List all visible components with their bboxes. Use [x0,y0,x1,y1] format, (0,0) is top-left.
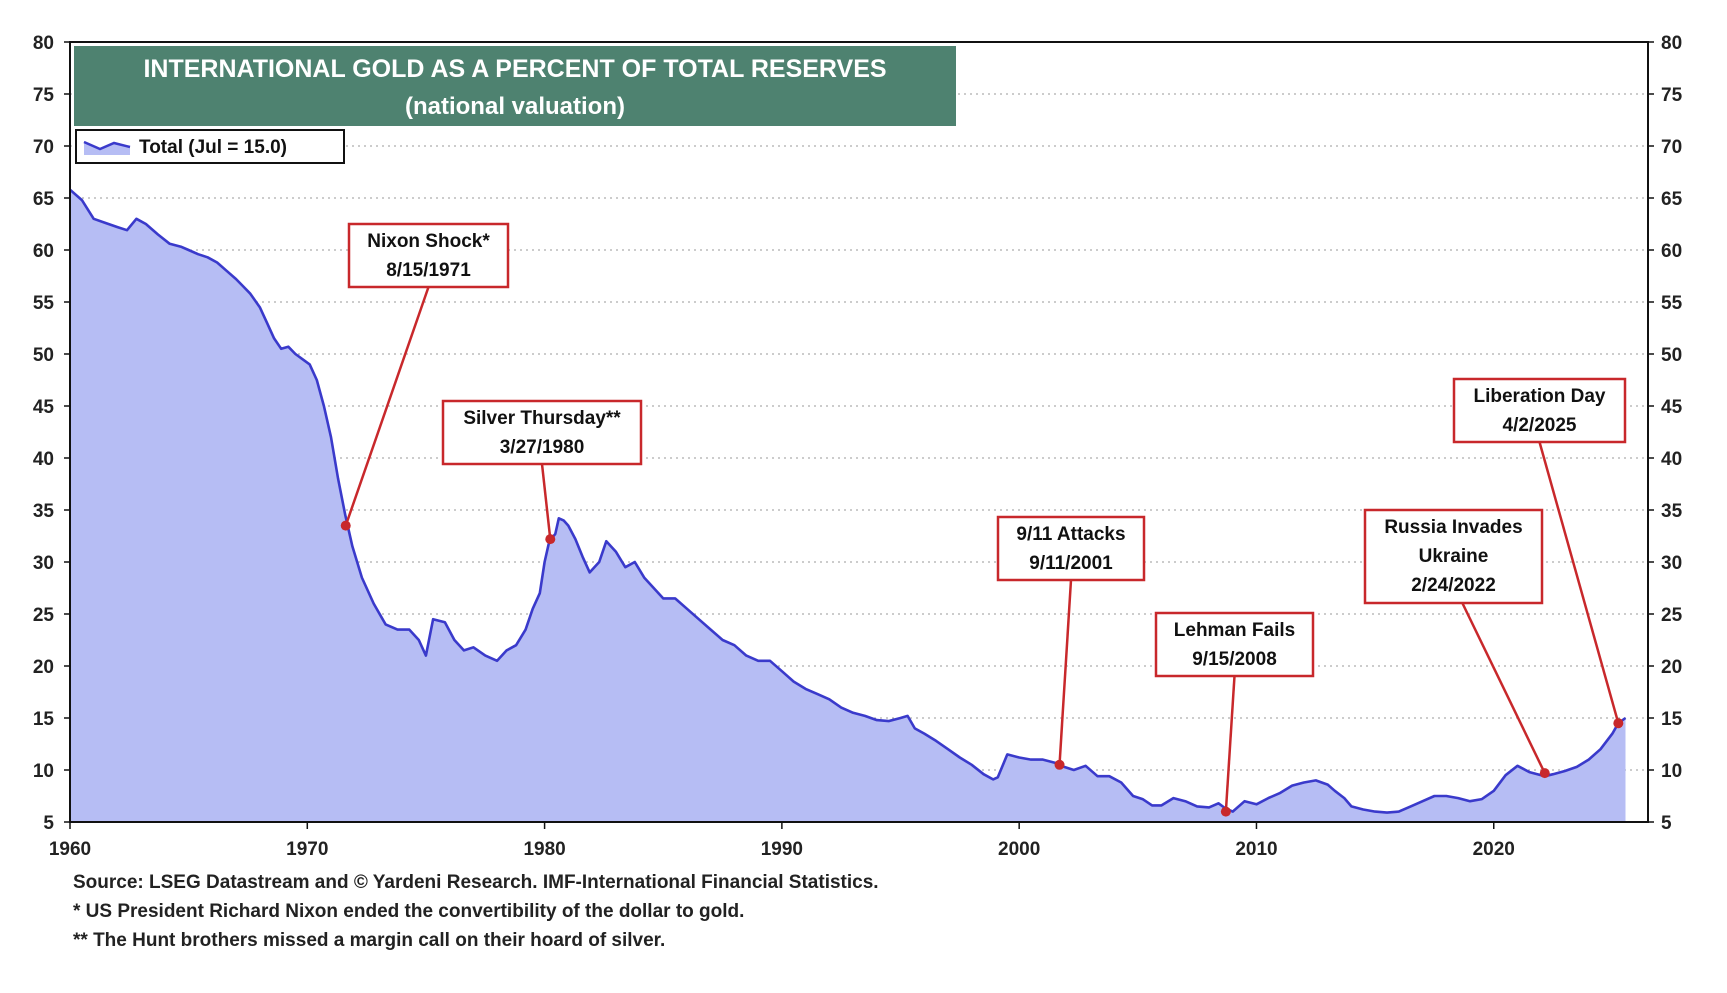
y-tick-label-left: 80 [33,33,54,54]
x-tick-label: 1960 [49,839,91,860]
annotation-box [1363,508,1544,605]
annotation-leader [1461,602,1546,774]
y-tick-label-left: 25 [33,605,55,626]
y-tick-label-left: 45 [33,397,55,418]
y-tick-label-left: 15 [33,709,55,730]
y-tick-label-right: 70 [1661,137,1682,158]
annotation-box [1154,611,1315,678]
y-tick-label-left: 70 [33,137,54,158]
series-line-total [69,188,1627,814]
y-tick-label-left: 60 [33,241,54,262]
series-area-fill [70,189,1626,822]
y-tick-label-right: 35 [1661,501,1683,522]
title-banner [74,46,956,126]
annotation-date: 4/2/2025 [1503,415,1577,436]
annotation-date: 9/11/2001 [1029,553,1113,574]
y-tick-label-right: 60 [1661,241,1682,262]
x-tick-label: 1980 [523,839,565,860]
y-tick-label-right: 75 [1661,85,1683,106]
y-tick-label-right: 5 [1661,813,1672,834]
y-tick-label-right: 30 [1661,553,1682,574]
annotation-leader [344,286,430,527]
source-note: Source: LSEG Datastream and © Yardeni Re… [73,872,879,893]
plot-frame [69,41,1649,823]
y-tick-label-left: 65 [33,189,55,210]
annotation-label: Lehman Fails [1174,620,1295,641]
chart-notes: Source: LSEG Datastream and © Yardeni Re… [73,868,879,955]
nixon-footnote: * US President Richard Nixon ended the c… [73,901,745,922]
y-tick-label-left: 35 [33,501,55,522]
annotation-marker [1054,759,1065,770]
y-tick-label-right: 80 [1661,33,1682,54]
annotation-marker [1539,768,1550,779]
annotation-marker [340,520,351,531]
y-tick-label-left: 75 [33,85,55,106]
chart-title: INTERNATIONAL GOLD AS A PERCENT OF TOTAL… [143,55,886,83]
x-tick-label: 1970 [286,839,328,860]
legend-swatch-line [83,140,131,151]
annotation-label: Liberation Day [1474,386,1606,407]
x-tick-label: 2010 [1235,839,1277,860]
hunt-footnote: ** The Hunt brothers missed a margin cal… [73,930,666,951]
annotation-date: 3/27/1980 [500,437,585,458]
y-tick-label-right: 20 [1661,657,1682,678]
y-tick-label-right: 15 [1661,709,1683,730]
y-tick-label-right: 10 [1661,761,1682,782]
y-tick-label-right: 25 [1661,605,1683,626]
annotation-label: 9/11 Attacks [1016,524,1125,545]
annotation-date: 9/15/2008 [1192,649,1277,670]
x-tick-label: 2020 [1473,839,1515,860]
annotation-leader [540,463,552,540]
x-tick-label: 1990 [761,839,803,860]
legend-label: Total (Jul = 15.0) [139,137,287,158]
y-tick-label-left: 10 [33,761,54,782]
y-tick-label-right: 65 [1661,189,1683,210]
annotation-box [1452,377,1627,444]
y-tick-label-right: 50 [1661,345,1682,366]
annotation-box [996,515,1146,582]
y-tick-label-right: 40 [1661,449,1682,470]
x-tick-label: 2000 [998,839,1040,860]
annotation-date: 8/15/1971 [386,260,471,281]
annotation-label: Russia Invades [1384,517,1522,538]
annotation-leader [1538,441,1620,724]
annotation-box [441,399,643,466]
y-tick-label-left: 30 [33,553,54,574]
y-tick-label-left: 20 [33,657,54,678]
annotation-leader [1058,579,1073,765]
annotation-label: Silver Thursday** [463,408,621,429]
chart-subtitle: (national valuation) [405,93,625,120]
annotation-label-line2: Ukraine [1419,546,1489,567]
annotation-label: Nixon Shock* [367,231,490,252]
y-tick-label-left: 5 [43,813,54,834]
annotation-leader [1224,675,1236,812]
annotation-box [347,222,510,289]
annotation-date: 2/24/2022 [1411,575,1496,596]
annotation-marker [1613,718,1624,729]
y-tick-label-right: 45 [1661,397,1683,418]
y-tick-label-right: 55 [1661,293,1683,314]
y-tick-label-left: 55 [33,293,55,314]
annotation-marker [1220,806,1231,817]
y-tick-label-left: 40 [33,449,54,470]
y-tick-label-left: 50 [33,345,54,366]
annotation-marker [545,534,556,545]
